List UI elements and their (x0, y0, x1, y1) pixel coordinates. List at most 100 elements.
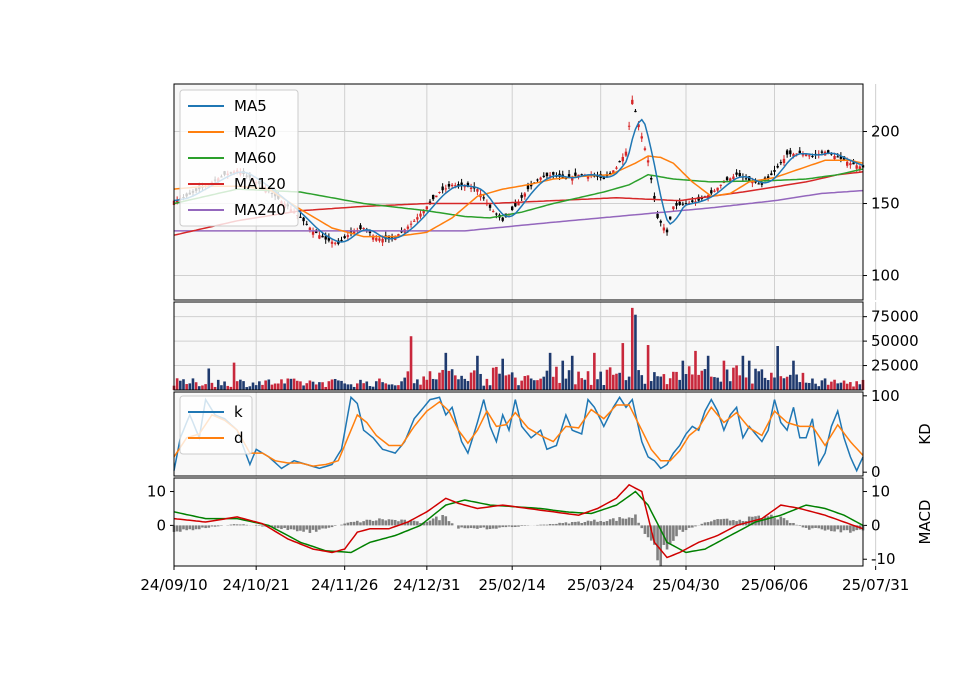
macd-bar (175, 525, 179, 532)
legend-label-ma5: MA5 (234, 97, 267, 115)
volume-bar (356, 383, 359, 390)
macd-bar (311, 525, 315, 530)
volume-bar (365, 381, 369, 390)
volume-bar (855, 381, 858, 390)
volume-bar (722, 360, 726, 390)
macd-bar (627, 517, 631, 526)
volume-bar (330, 379, 334, 390)
macd-bar (564, 522, 568, 526)
candle-body (526, 185, 530, 190)
volume-bar (289, 378, 293, 390)
x-tick-label: 25/04/30 (652, 576, 719, 594)
macd-bar (523, 525, 527, 526)
macd-bar (681, 525, 685, 532)
macd-bar (649, 525, 653, 541)
volume-bar (681, 360, 685, 390)
macd-bar (305, 525, 309, 530)
volume-bar (185, 384, 188, 390)
legend-label-ma60: MA60 (234, 149, 276, 167)
volume-bar (431, 378, 435, 390)
candle-body (845, 161, 849, 166)
candle-body (618, 161, 621, 163)
macd-bar (555, 523, 558, 526)
volume-bar (804, 382, 808, 390)
volume-bar (201, 385, 204, 390)
macd-bar (811, 525, 814, 529)
volume-bar (258, 381, 261, 390)
macd-bar (479, 525, 482, 528)
candle-body (656, 213, 659, 218)
macd-bar (735, 521, 738, 526)
candle-body (637, 124, 640, 128)
volume-bar (403, 377, 407, 390)
volume-bar (223, 381, 226, 390)
volume-bar (583, 379, 587, 390)
candle-body (438, 192, 441, 193)
macd-bar (801, 525, 805, 528)
candle-body (517, 202, 520, 206)
volume-bar (321, 382, 324, 390)
macd-bar (823, 525, 827, 531)
volume-bar (463, 378, 467, 390)
macd-bar (378, 518, 381, 526)
macd-bar (289, 525, 293, 530)
volume-bar (210, 382, 214, 390)
volume-bar (397, 385, 400, 390)
volume-bar (343, 383, 346, 390)
volume-bar (510, 372, 514, 390)
candle-body (299, 216, 302, 218)
volume-bar (646, 345, 650, 390)
volume-bar (295, 380, 299, 390)
volume-bar (381, 382, 384, 390)
volume-bar (574, 384, 577, 390)
macd-bar (643, 525, 647, 534)
candle-body (318, 235, 321, 239)
macd-bar (463, 525, 467, 529)
macd-bar (356, 520, 359, 526)
volume-bar (523, 376, 527, 390)
macd-bar (314, 525, 318, 532)
volume-bar (760, 369, 764, 390)
macd-bar (694, 525, 697, 527)
macd-bar (602, 521, 606, 526)
macd-bar (412, 520, 416, 526)
macd-bar (789, 522, 792, 526)
macd-bar (507, 525, 511, 527)
macd-bar (239, 524, 242, 526)
macd-bar (760, 518, 764, 526)
macd-bar (213, 525, 217, 527)
volume-bar (678, 379, 681, 390)
candle-body (716, 187, 719, 191)
volume-bar (539, 378, 542, 390)
macd-bar (593, 519, 596, 526)
candle-body (302, 217, 305, 222)
volume-bar (779, 376, 783, 390)
macd-bar (618, 517, 621, 526)
candle-body (321, 235, 324, 238)
candle-body (400, 231, 403, 233)
legend-label-ma20: MA20 (234, 123, 276, 141)
candle-body (669, 216, 672, 220)
candle-body (808, 155, 811, 157)
volume-bar (735, 365, 738, 390)
legend-box (179, 89, 299, 227)
volume-bar (207, 368, 211, 390)
candle-body (646, 160, 650, 163)
macd-bar (732, 520, 735, 526)
candle-body (836, 156, 839, 158)
candle-body (751, 181, 754, 184)
legend-label-ma120: MA120 (234, 175, 286, 193)
volume-bar (384, 383, 388, 390)
volume-bar (754, 368, 757, 390)
legend-box (179, 395, 253, 455)
macd-bar (716, 519, 719, 526)
candle-body (387, 235, 391, 240)
macd-bar (450, 523, 454, 526)
macd-bar (194, 525, 198, 530)
volume-bar (833, 379, 836, 390)
volume-bar (830, 381, 833, 390)
candle-body (520, 195, 523, 198)
candle-body (621, 156, 624, 162)
macd-bar (678, 525, 681, 530)
macd-bar (845, 525, 849, 531)
